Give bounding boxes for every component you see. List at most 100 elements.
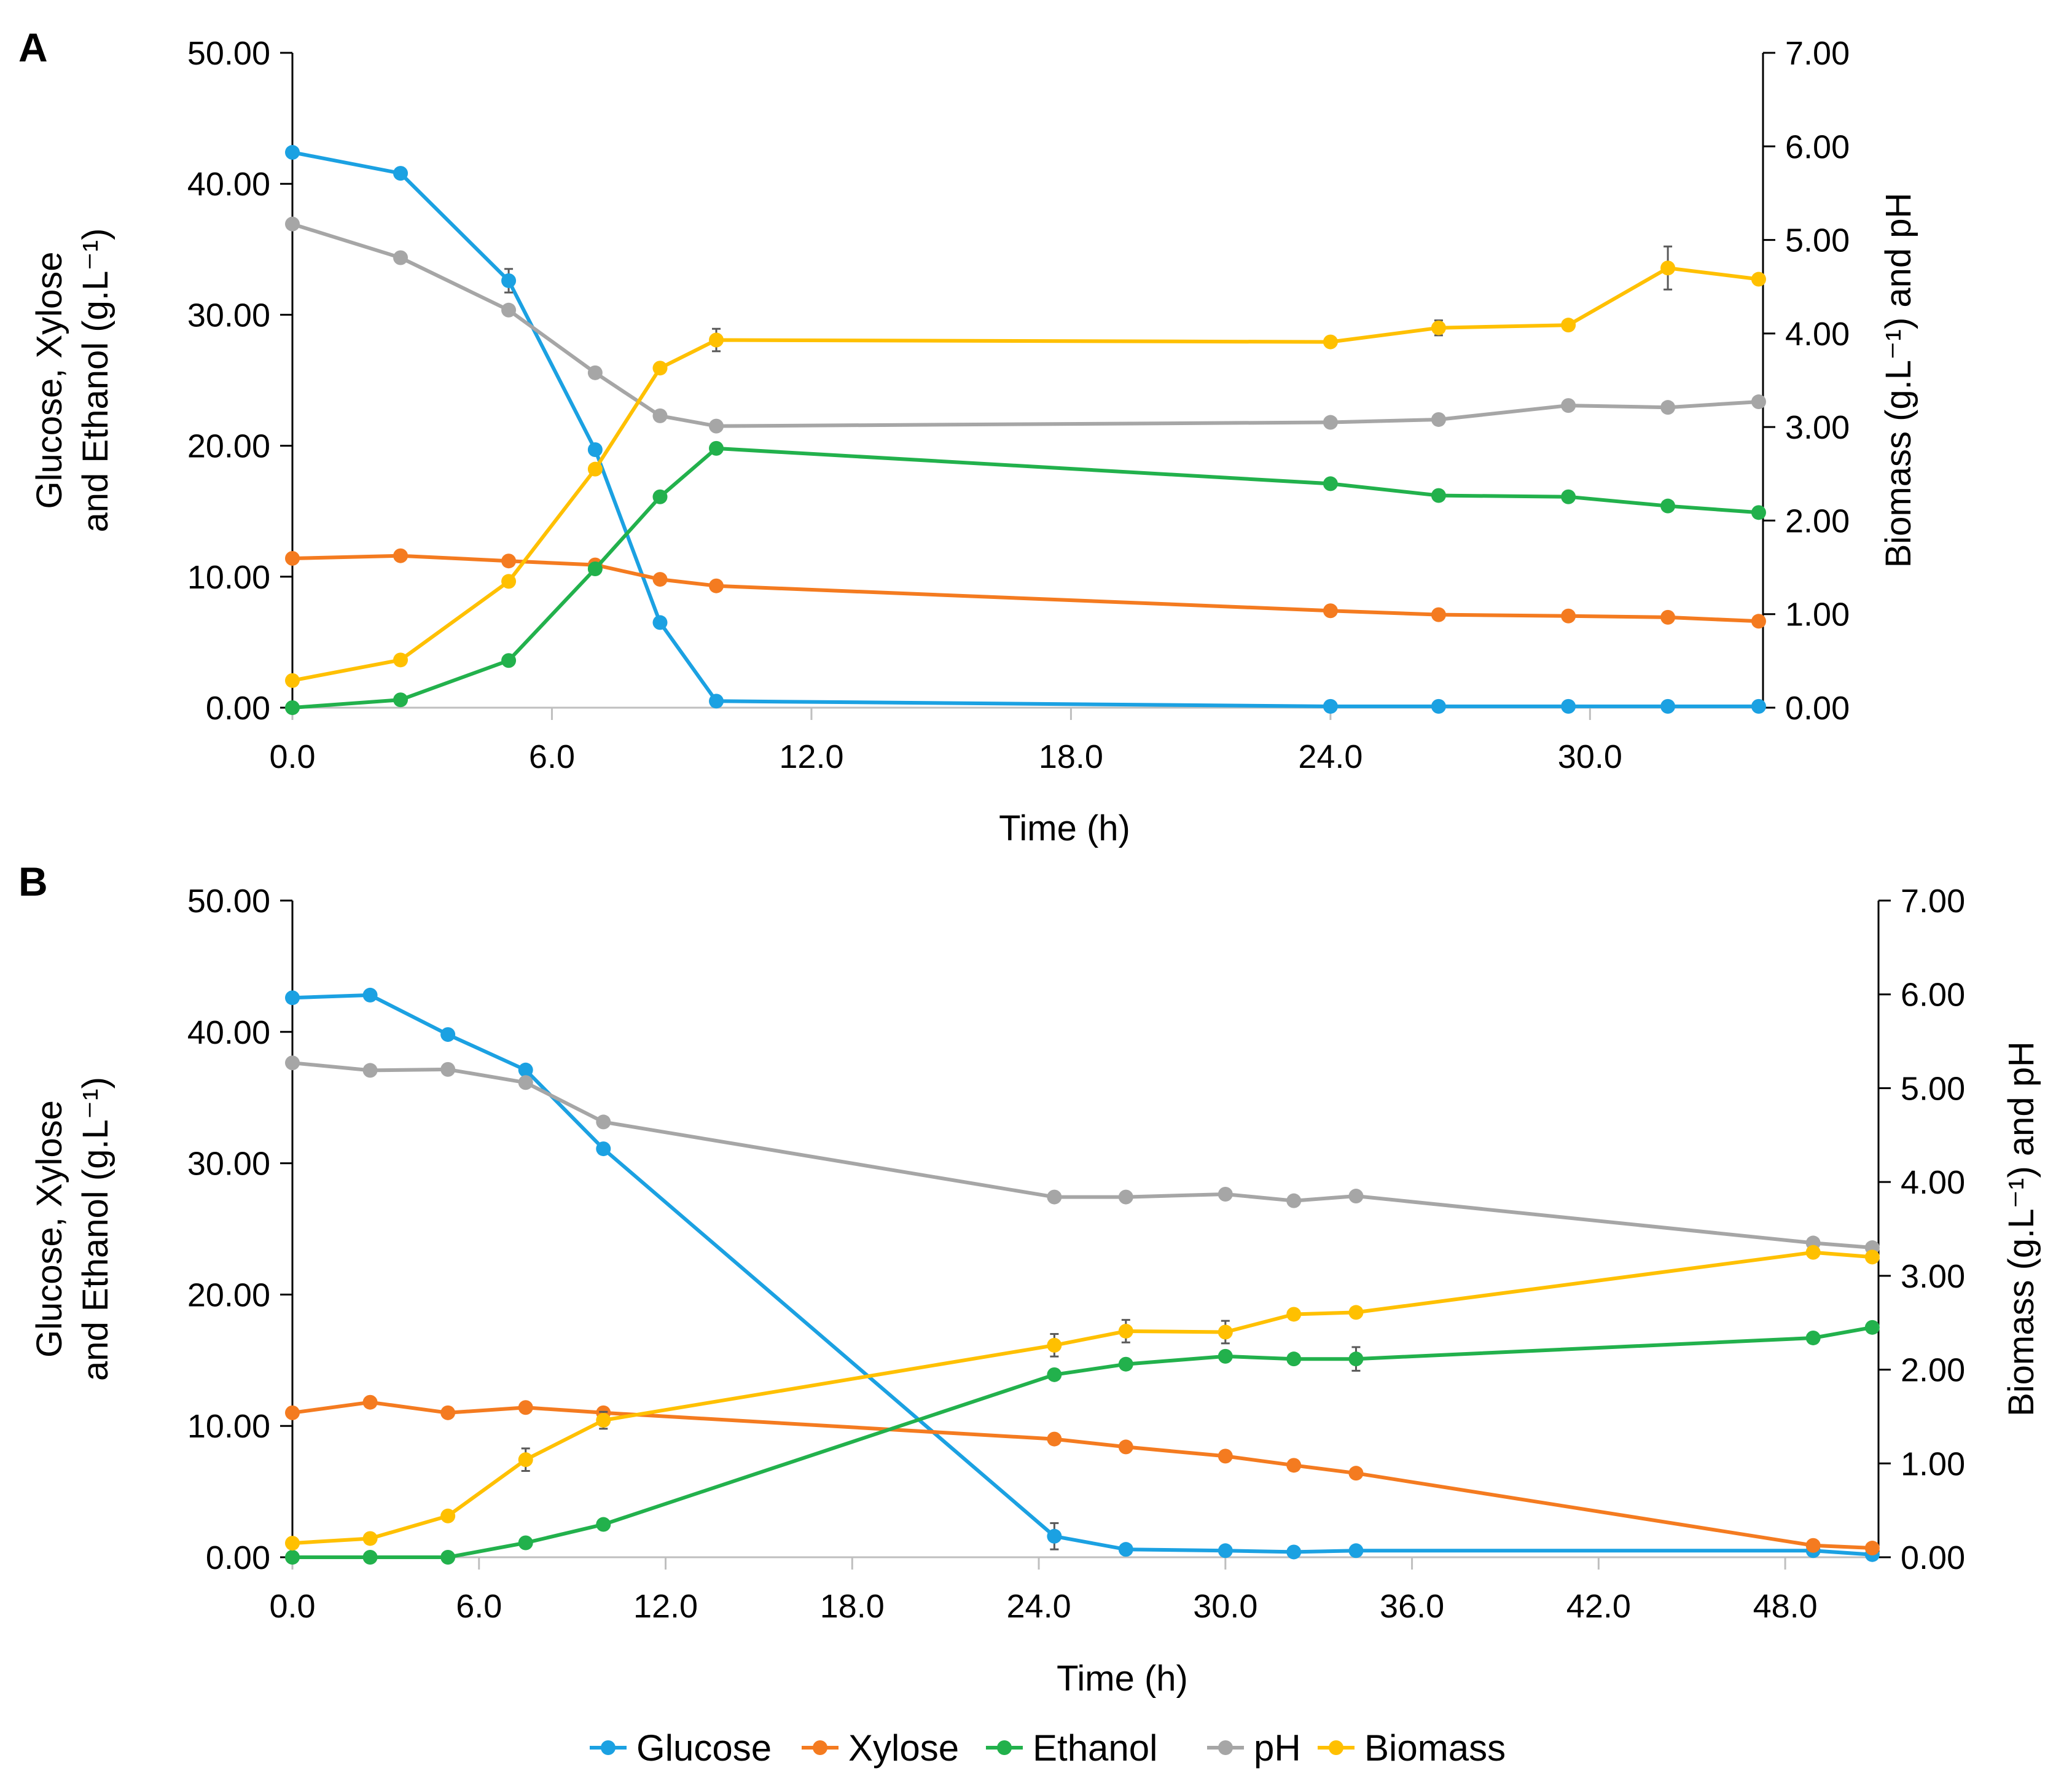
data-point-xylose <box>1805 1538 1821 1553</box>
data-point-biomass <box>652 361 668 376</box>
data-point-glucose <box>285 990 300 1006</box>
y-right-tick-label: 7.00 <box>1901 883 1965 920</box>
data-point-xylose <box>1561 608 1576 624</box>
legend-swatch-marker <box>1218 1740 1233 1755</box>
legend-item-ethanol: Ethanol <box>986 1727 1158 1769</box>
panel-label: A <box>18 25 48 70</box>
data-point-xylose <box>1864 1541 1880 1556</box>
panel-label: B <box>18 859 48 904</box>
y-right-tick-label: 7.00 <box>1785 35 1850 72</box>
data-point-glucose <box>393 166 409 181</box>
legend-swatch-marker <box>1329 1740 1343 1755</box>
data-point-ethanol <box>1561 489 1576 504</box>
series-line-ph <box>292 1061 1873 1249</box>
data-point-biomass <box>285 1536 300 1551</box>
legend-item-glucose: Glucose <box>590 1727 772 1769</box>
data-point-ethanol <box>587 561 603 577</box>
data-point-ethanol <box>440 1550 456 1565</box>
legend-swatch-marker <box>997 1740 1012 1755</box>
data-point-glucose <box>1561 698 1576 714</box>
data-point-biomass <box>596 1413 611 1428</box>
data-point-ethanol <box>1348 1351 1364 1367</box>
x-tick-label: 12.0 <box>633 1588 698 1625</box>
data-point-biomass <box>709 332 724 348</box>
x-tick-label: 42.0 <box>1566 1588 1631 1625</box>
y-right-tick-label: 6.00 <box>1785 128 1850 165</box>
x-tick-label: 48.0 <box>1753 1588 1818 1625</box>
data-point-xylose <box>1348 1466 1364 1481</box>
y-left-tick-label: 30.00 <box>187 297 270 334</box>
series-ethanol <box>285 440 1766 715</box>
y-left-tick-label: 40.00 <box>187 166 270 203</box>
panel-b: B 0.00 10.00 20.00 30.00 40.00 50.00 0.00 1.00 2.… <box>18 859 2041 1699</box>
data-point-xylose <box>1118 1439 1133 1455</box>
y-right-tick-label: 4.00 <box>1901 1164 1965 1201</box>
data-point-biomass <box>1118 1323 1133 1339</box>
y-left-tick-label: 0.00 <box>206 1539 270 1576</box>
data-point-xylose <box>285 1405 300 1420</box>
legend-label: Biomass <box>1364 1727 1506 1769</box>
series-line-xylose <box>292 1400 1873 1550</box>
y-left-axis-title-line: Glucose, Xylose <box>29 251 69 509</box>
y-left-axis-title-line: and Ethanol (g.L⁻¹) <box>76 1077 115 1381</box>
data-point-glucose <box>709 694 724 709</box>
x-tick-label: 0.0 <box>269 738 315 775</box>
data-point-ethanol <box>1218 1348 1233 1364</box>
data-point-biomass <box>393 652 409 668</box>
data-point-ethanol <box>709 440 724 456</box>
data-point-biomass <box>1751 272 1766 287</box>
legend-item-biomass: Biomass <box>1318 1727 1506 1769</box>
legend-label: Glucose <box>636 1727 772 1769</box>
data-point-xylose <box>518 1400 533 1415</box>
y-left-tick-label: 0.00 <box>206 690 270 727</box>
data-point-biomass <box>1047 1337 1062 1353</box>
data-point-ph <box>652 408 668 423</box>
data-point-xylose <box>1431 607 1446 622</box>
data-point-glucose <box>285 145 300 160</box>
y-right-tick-label: 3.00 <box>1901 1258 1965 1295</box>
y-left-axis-title-line: Glucose, Xylose <box>29 1100 69 1358</box>
data-point-ph <box>393 250 409 265</box>
data-point-glucose <box>1118 1542 1133 1557</box>
y-right-tick-label: 3.00 <box>1785 409 1850 446</box>
data-point-ph <box>440 1062 456 1077</box>
y-left-tick-label: 50.00 <box>187 883 270 920</box>
data-point-ethanol <box>1805 1330 1821 1345</box>
data-point-glucose <box>440 1027 456 1042</box>
data-point-biomass <box>587 461 603 477</box>
series-line-ethanol <box>292 1325 1873 1559</box>
data-point-ph <box>1431 412 1446 427</box>
data-point-xylose <box>1286 1458 1302 1473</box>
data-point-ethanol <box>1118 1356 1133 1372</box>
legend-swatch-marker <box>601 1740 616 1755</box>
legend: Glucose Xylose Ethanol pH Biomass <box>590 1727 1506 1769</box>
data-point-ph <box>518 1075 533 1090</box>
data-point-xylose <box>1751 614 1766 629</box>
data-point-ethanol <box>1047 1367 1062 1382</box>
y-right-tick-label: 5.00 <box>1901 1070 1965 1107</box>
data-point-xylose <box>709 578 724 593</box>
data-point-glucose <box>1286 1544 1302 1560</box>
series-line-biomass <box>292 266 1759 682</box>
y-right-tick-label: 1.00 <box>1901 1445 1965 1482</box>
data-point-biomass <box>440 1508 456 1523</box>
data-point-ph <box>596 1114 611 1130</box>
x-axis-title: Time (h) <box>999 808 1130 848</box>
data-point-xylose <box>1218 1449 1233 1464</box>
data-point-glucose <box>1323 698 1338 714</box>
data-point-glucose <box>1431 698 1446 714</box>
data-point-biomass <box>1431 320 1446 335</box>
x-axis-title: Time (h) <box>1057 1659 1188 1699</box>
series-line-glucose <box>292 151 1759 708</box>
data-point-glucose <box>1348 1543 1364 1558</box>
data-point-ph <box>285 1055 300 1071</box>
y-left-tick-label: 50.00 <box>187 35 270 72</box>
data-point-glucose <box>587 442 603 457</box>
data-point-xylose <box>1660 609 1676 625</box>
series-xylose <box>285 1394 1880 1556</box>
x-tick-label: 18.0 <box>820 1588 885 1625</box>
panel-a: A 0.00 10.00 20.00 30.00 40.00 50.00 0.00 1.00 2.… <box>18 25 1918 848</box>
series-ethanol <box>285 1320 1880 1565</box>
data-point-ph <box>1561 398 1576 413</box>
x-tick-label: 18.0 <box>1039 738 1103 775</box>
